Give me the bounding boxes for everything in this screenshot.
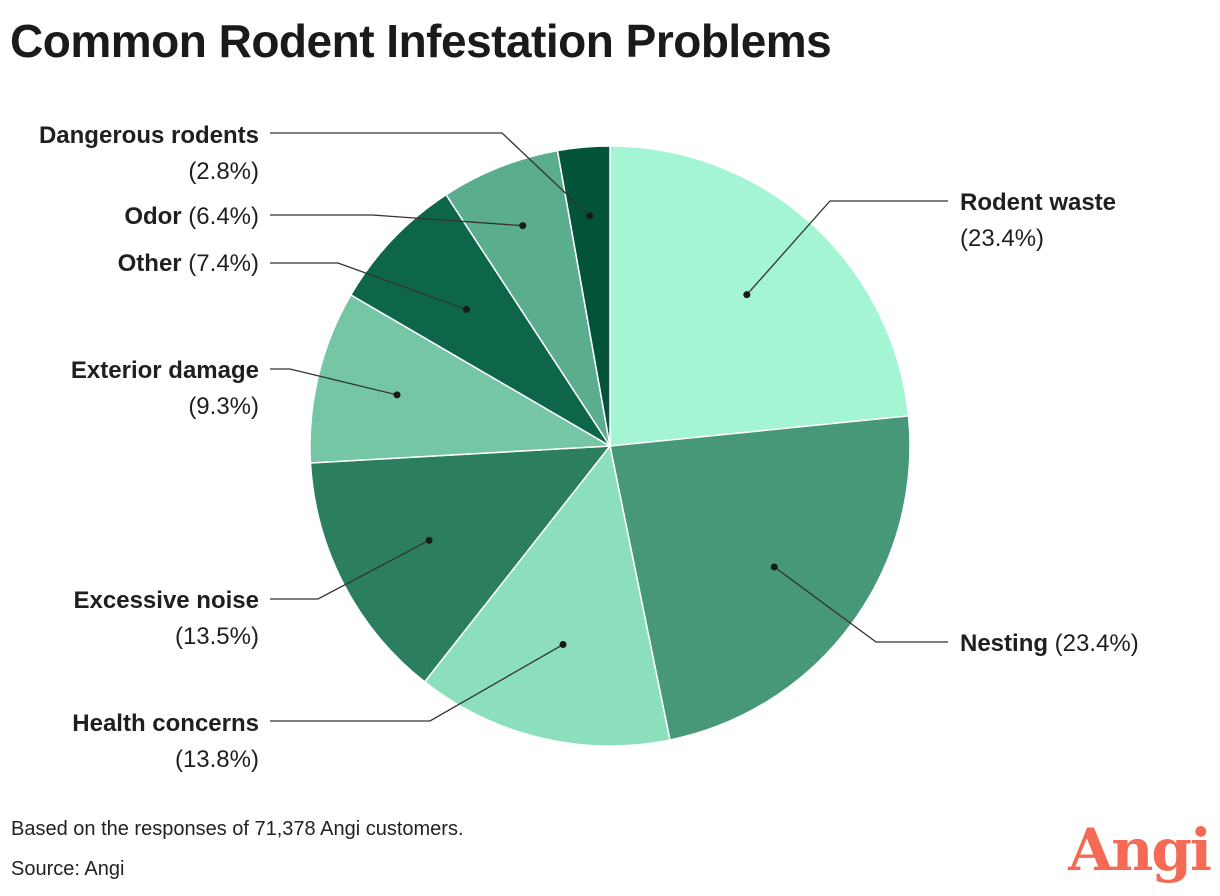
pie-slice-odor: [445, 149, 611, 447]
slice-label-name: Health concerns: [72, 710, 259, 737]
pie-slices: [309, 145, 911, 747]
slice-label-name: Nesting: [960, 630, 1048, 657]
slice-label-name: Exterior damage: [71, 357, 259, 384]
leader-line: [746, 200, 948, 296]
slice-labels: Rodent waste (23.4%)Nesting (23.4%)Health…: [39, 122, 1139, 773]
pie-slice-rodent-waste: [609, 145, 910, 447]
angi-logo: Angi: [1068, 816, 1212, 884]
slice-label-name: Excessive noise: [74, 587, 259, 614]
slice-label-name: Odor: [124, 203, 181, 230]
source-note: Source: Angi: [11, 858, 125, 880]
slice-label: Other (7.4%): [118, 250, 259, 277]
leader-line: [270, 643, 564, 722]
slice-label-value: (13.5%): [175, 623, 259, 650]
pie-slice-other: [349, 193, 611, 447]
slice-label: Dangerous rodents (2.8%): [39, 122, 259, 185]
leader-dot: [559, 641, 567, 649]
leader-dot: [743, 291, 751, 299]
leader-line: [270, 214, 523, 227]
leader-line: [773, 566, 948, 643]
footnote: Based on the responses of 71,378 Angi cu…: [11, 818, 464, 840]
leader-line: [270, 132, 591, 217]
leader-dot: [393, 391, 401, 399]
slice-label-name: Rodent waste: [960, 189, 1116, 216]
slice-label-name: Other: [118, 250, 182, 277]
slice-label-value: (6.4%): [182, 203, 259, 230]
slice-label-value: (23.4%): [1048, 630, 1139, 657]
slice-label-value: (2.8%): [188, 158, 259, 185]
pie-chart: Rodent waste (23.4%)Nesting (23.4%)Health…: [39, 122, 1139, 773]
leader-line: [270, 368, 398, 396]
slice-label: Health concerns (13.8%): [72, 710, 259, 773]
slice-label: Nesting (23.4%): [960, 630, 1139, 657]
slice-label: Odor (6.4%): [124, 203, 259, 230]
slice-label-value: (23.4%): [960, 225, 1044, 252]
leader-dot: [463, 306, 471, 314]
slice-label-value: (9.3%): [188, 393, 259, 420]
slice-label-value: (13.8%): [175, 746, 259, 773]
slice-label-value: (7.4%): [182, 250, 259, 277]
slice-label: Exterior damage (9.3%): [71, 357, 259, 420]
chart-title: Common Rodent Infestation Problems: [10, 15, 832, 67]
pie-slice-dangerous-rodents: [556, 145, 611, 447]
slice-label-name: Dangerous rodents: [39, 122, 259, 149]
slice-label: Excessive noise (13.5%): [74, 587, 259, 650]
leader-dot: [425, 536, 433, 544]
leader-dot: [519, 222, 527, 230]
leader-dot: [770, 563, 778, 571]
leader-line: [270, 539, 430, 600]
pie-slice-health-concerns: [423, 444, 671, 747]
slice-label: Rodent waste (23.4%): [960, 189, 1116, 252]
leader-line: [270, 262, 467, 311]
leader-lines: [270, 132, 948, 722]
leader-dot: [586, 212, 594, 220]
